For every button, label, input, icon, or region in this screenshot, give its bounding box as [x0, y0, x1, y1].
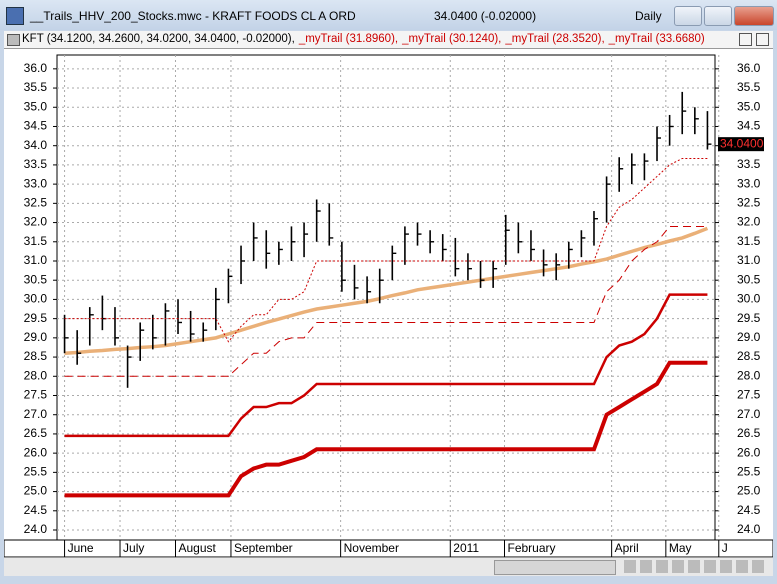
x-tick-label: May — [669, 541, 692, 555]
app-icon — [6, 7, 24, 25]
y-tick-label: 24.5 — [737, 503, 761, 517]
x-tick-label: November — [344, 541, 399, 555]
y-tick-label: 35.5 — [24, 80, 48, 94]
last-price-label: 34.0400 — [720, 136, 764, 150]
x-axis-band — [4, 539, 773, 557]
y-tick-label: 26.5 — [737, 426, 761, 440]
trail-line — [64, 157, 708, 343]
y-tick-label: 33.0 — [737, 176, 761, 190]
y-tick-label: 31.5 — [24, 234, 48, 248]
legend-entry: _myTrail (28.3520), — [505, 33, 605, 45]
zoom-buttons[interactable] — [624, 560, 764, 573]
y-tick-label: 26.0 — [24, 445, 48, 459]
x-tick-label: July — [123, 541, 144, 555]
scroll-thumb[interactable] — [494, 560, 616, 575]
y-tick-label: 31.0 — [737, 253, 761, 267]
y-tick-label: 35.0 — [737, 99, 761, 113]
y-tick-label: 24.0 — [737, 522, 761, 536]
title-bar: __Trails_HHV_200_Stocks.mwc - KRAFT FOOD… — [0, 0, 777, 30]
y-tick-label: 25.0 — [24, 484, 48, 498]
y-tick-label: 30.0 — [24, 292, 48, 306]
y-tick-label: 35.5 — [737, 80, 761, 94]
y-tick-label: 25.5 — [737, 465, 761, 479]
y-tick-label: 33.5 — [737, 157, 761, 171]
y-tick-label: 27.0 — [24, 407, 48, 421]
x-tick-label: April — [615, 541, 639, 555]
trail-line — [64, 226, 708, 377]
quote: 34.0400 (-0.02000) — [434, 9, 537, 23]
y-tick-label: 27.0 — [737, 407, 761, 421]
y-tick-label: 32.0 — [24, 215, 48, 229]
legend-entry: _myTrail (30.1240), — [402, 33, 502, 45]
chart: 24.0 24.0 24.5 24.5 25.0 25.0 25.5 25.5 26.0 26.0… — [4, 49, 773, 557]
y-tick-label: 34.5 — [24, 119, 48, 133]
x-tick-label: September — [234, 541, 293, 555]
x-tick-label: June — [68, 541, 94, 555]
moving-average — [64, 226, 709, 355]
y-tick-label: 24.5 — [24, 503, 48, 517]
y-tick-label: 34.0 — [24, 138, 48, 152]
minimize-button[interactable] — [674, 6, 702, 26]
y-tick-label: 31.5 — [737, 234, 761, 248]
legend-entry: _myTrail (31.8960), — [298, 33, 399, 45]
y-tick-label: 30.5 — [24, 272, 48, 286]
legend-entry: _myTrail (33.6680) — [608, 33, 705, 45]
y-tick-label: 30.0 — [737, 292, 761, 306]
x-tick-label: August — [178, 541, 216, 555]
y-tick-label: 32.5 — [737, 196, 761, 210]
y-tick-label: 31.0 — [24, 253, 48, 267]
window-title: __Trails_HHV_200_Stocks.mwc - KRAFT FOOD… — [30, 9, 356, 23]
y-tick-label: 29.0 — [737, 330, 761, 344]
y-tick-label: 25.0 — [737, 484, 761, 498]
y-tick-label: 28.5 — [24, 349, 48, 363]
y-tick-label: 26.0 — [737, 445, 761, 459]
y-tick-label: 25.5 — [24, 465, 48, 479]
y-tick-label: 29.5 — [24, 311, 48, 325]
restore-button[interactable] — [739, 33, 752, 46]
y-tick-label: 28.5 — [737, 349, 761, 363]
x-tick-label: J — [722, 541, 728, 555]
y-tick-label: 29.5 — [737, 311, 761, 325]
y-tick-label: 33.0 — [24, 176, 48, 190]
y-tick-label: 26.5 — [24, 426, 48, 440]
y-tick-label: 29.0 — [24, 330, 48, 344]
y-tick-label: 32.5 — [24, 196, 48, 210]
y-tick-label: 28.0 — [24, 368, 48, 382]
last-price-box — [718, 137, 764, 152]
chart-header: KFT (34.1200, 34.2600, 34.0200, 34.0400,… — [4, 31, 773, 49]
interval: Daily — [635, 9, 662, 23]
y-tick-label: 36.0 — [24, 61, 48, 75]
maximize-button[interactable] — [704, 6, 732, 26]
y-tick-label: 30.5 — [737, 272, 761, 286]
y-tick-label: 35.0 — [24, 99, 48, 113]
y-tick-label: 27.5 — [737, 388, 761, 402]
x-tick-label: 2011 — [453, 541, 479, 555]
y-tick-label: 28.0 — [737, 368, 761, 382]
y-tick-label: 32.0 — [737, 215, 761, 229]
y-tick-label: 24.0 — [24, 522, 48, 536]
x-tick-label: February — [507, 541, 555, 555]
close-chart-button[interactable] — [756, 33, 769, 46]
legend: KFT (34.1200, 34.2600, 34.0200, 34.0400,… — [22, 33, 709, 45]
y-tick-label: 33.5 — [24, 157, 48, 171]
y-tick-label: 34.5 — [737, 119, 761, 133]
y-tick-label: 27.5 — [24, 388, 48, 402]
close-button[interactable] — [734, 6, 774, 26]
trail-line — [64, 360, 708, 498]
scrollbar — [4, 557, 773, 576]
y-tick-label: 36.0 — [737, 61, 761, 75]
trail-line — [64, 293, 708, 438]
chart-icon — [7, 34, 20, 46]
legend-entry: KFT (34.1200, 34.2600, 34.0200, 34.0400,… — [22, 33, 295, 45]
